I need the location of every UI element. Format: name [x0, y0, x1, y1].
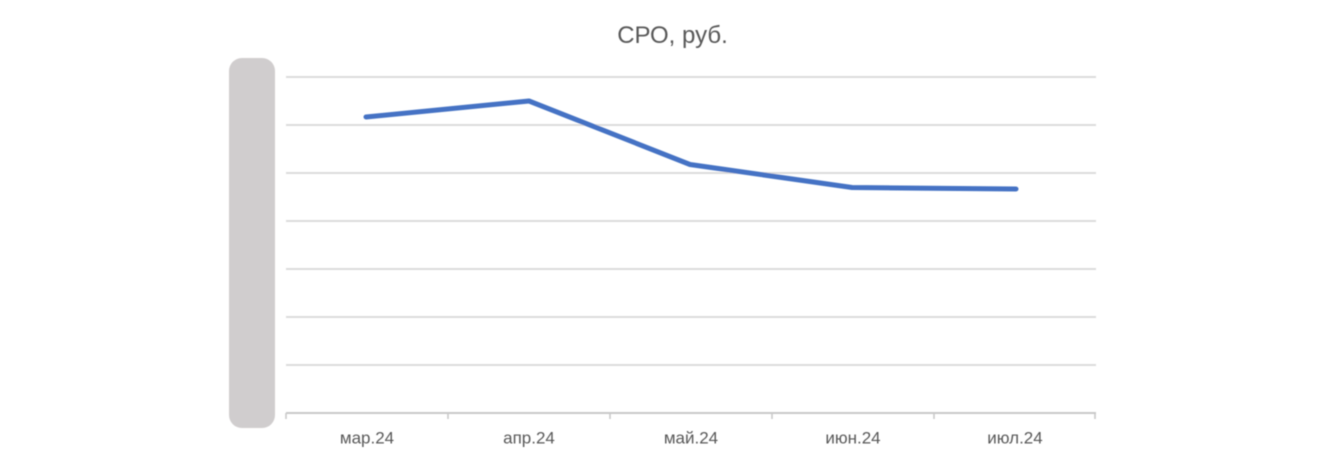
svg-text:мар.24: мар.24 — [340, 429, 394, 448]
svg-text:июл.24: июл.24 — [987, 429, 1042, 448]
svg-text:май.24: май.24 — [664, 429, 718, 448]
svg-text:июн.24: июн.24 — [825, 429, 880, 448]
svg-text:СРО, руб.: СРО, руб. — [617, 22, 728, 49]
svg-text:апр.24: апр.24 — [503, 429, 555, 448]
